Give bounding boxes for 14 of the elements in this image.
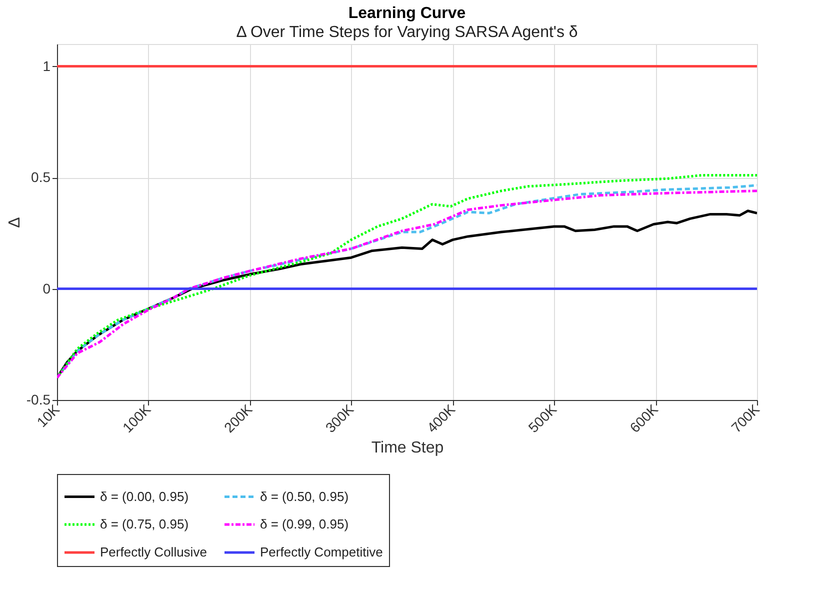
legend-label: δ = (0.50, 0.95): [260, 488, 349, 504]
legend-label: δ = (0.75, 0.95): [100, 516, 189, 532]
y-tick-label: 1: [42, 58, 51, 74]
legend-label: Perfectly Competitive: [260, 544, 383, 560]
legend-label: δ = (0.00, 0.95): [100, 488, 189, 504]
y-tick-label: 0.5: [31, 169, 51, 185]
chart-subtitle: Δ Over Time Steps for Varying SARSA Agent's δ: [236, 24, 578, 41]
y-axis-title: Δ: [6, 216, 24, 228]
chart-title: Learning Curve: [348, 5, 466, 22]
y-tick-label: -0.5: [26, 392, 51, 408]
legend-label: Perfectly Collusive: [100, 544, 207, 560]
x-axis-title: Time Step: [371, 440, 444, 457]
legend-label: δ = (0.99, 0.95): [260, 516, 349, 532]
y-tick-label: 0: [42, 280, 51, 296]
